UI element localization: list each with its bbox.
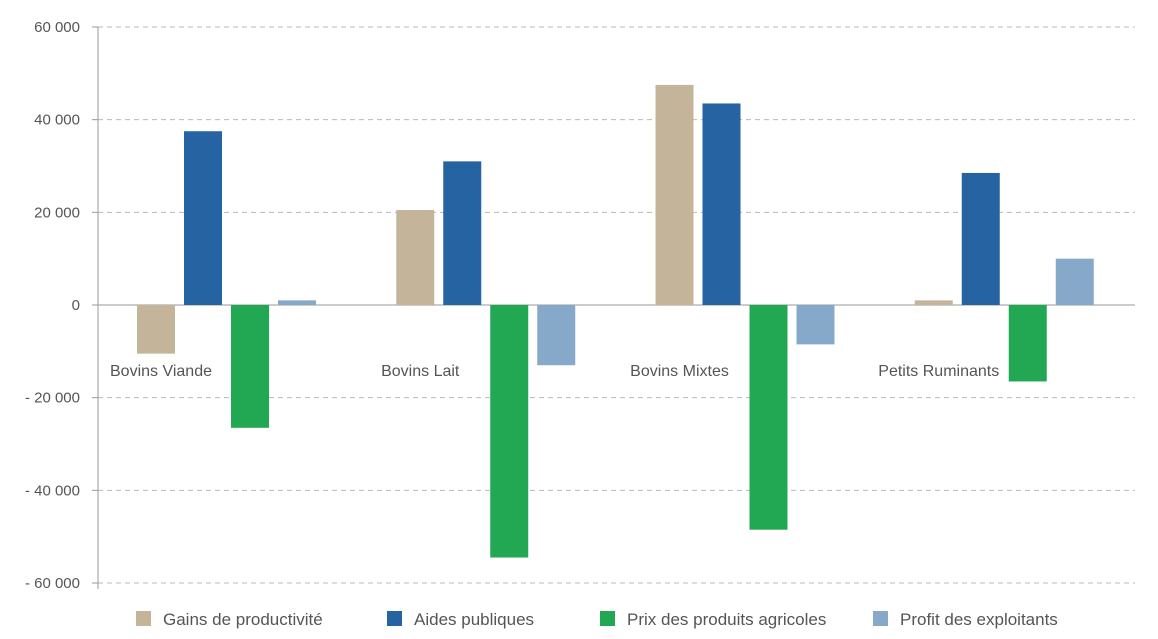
y-tick-label: 20 000: [34, 204, 80, 221]
bar: [396, 210, 435, 305]
y-tick-label: 0: [72, 297, 80, 314]
bar: [655, 84, 694, 306]
legend-item: Prix des produits agricoles: [600, 610, 826, 629]
bar: [490, 305, 529, 558]
legend-label: Aides publiques: [414, 610, 534, 629]
category-label: Bovins Lait: [381, 363, 460, 380]
y-tick-label: 60 000: [34, 19, 80, 36]
bar: [796, 305, 835, 345]
bar: [702, 103, 741, 305]
legend-item: Aides publiques: [387, 610, 534, 629]
y-tick-label: - 20 000: [25, 390, 80, 407]
legend-swatch: [387, 611, 402, 626]
bar: [749, 305, 788, 530]
bars: [137, 84, 1094, 558]
legend-swatch: [600, 611, 615, 626]
legend-label: Prix des produits agricoles: [627, 610, 826, 629]
bar: [1008, 305, 1047, 382]
legend-item: Gains de productivité: [136, 610, 323, 629]
legend-label: Gains de productivité: [163, 610, 323, 629]
bar: [961, 172, 1000, 305]
bar: [231, 305, 269, 428]
category-label: Bovins Viande: [110, 363, 212, 380]
legend-swatch: [873, 611, 888, 626]
y-axis: 60 000 40 000 20 000 0 - 20 000 - 40 000 - 60 …: [25, 19, 1135, 592]
bar: [184, 131, 222, 305]
category-label: Petits Ruminants: [878, 363, 999, 380]
bar: [914, 300, 953, 305]
y-tick-label: 40 000: [34, 112, 80, 129]
bar: [537, 305, 576, 366]
legend-label: Profit des exploitants: [900, 610, 1058, 629]
bar: [1055, 258, 1094, 305]
y-tick-label: - 60 000: [25, 575, 80, 592]
category-labels: Bovins Viande Bovins Lait Bovins Mixtes Pet…: [110, 363, 999, 380]
bar: [137, 305, 175, 354]
legend-item: Profit des exploitants: [873, 610, 1058, 629]
legend-swatch: [136, 611, 151, 626]
bar: [443, 161, 482, 305]
category-label: Bovins Mixtes: [630, 363, 729, 380]
bar: [278, 300, 316, 305]
y-tick-label: - 40 000: [25, 482, 80, 499]
legend: Gains de productivité Aides publiques Prix…: [136, 610, 1058, 629]
